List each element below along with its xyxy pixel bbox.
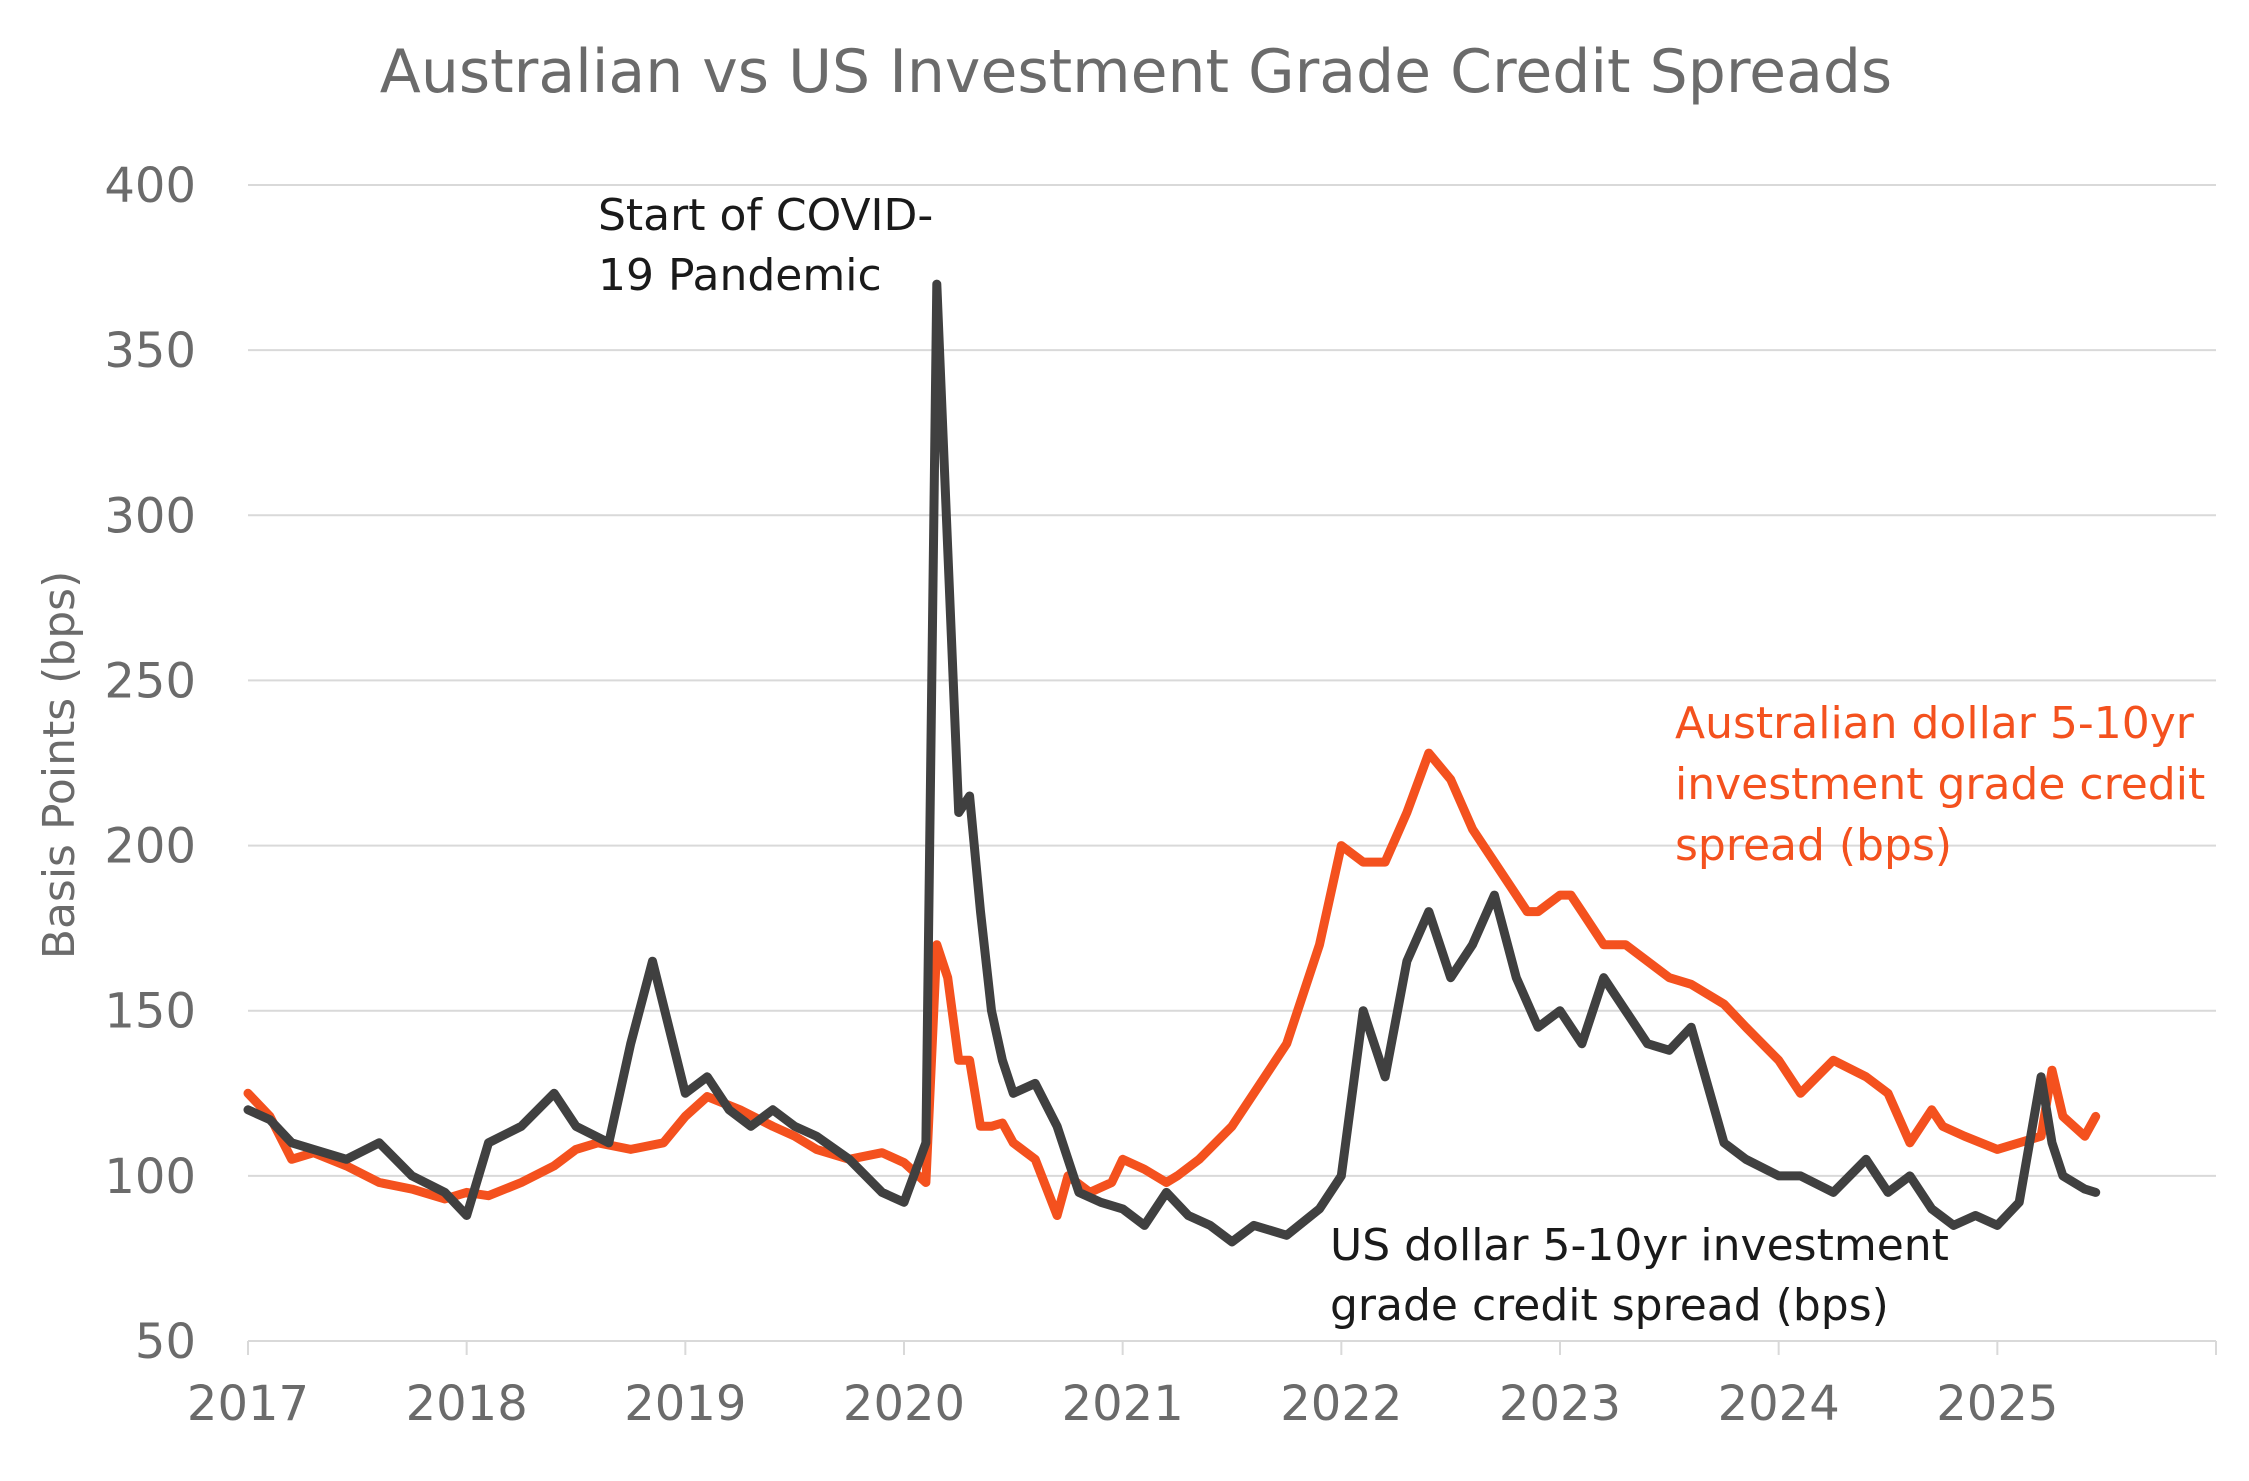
series-lines [243,279,2101,1247]
x-tick-label-2022: 2022 [1280,1376,1402,1432]
y-tick-label-400: 400 [104,158,196,214]
x-axis-ticks: 2017 2018 2019 2020 2021 2022 2023 2024 2025 [187,1376,2058,1432]
y-tick-label-100: 100 [104,1149,196,1205]
aud-series-label-line-1: Australian dollar 5-10yr [1675,698,2195,749]
y-axis-label: Basis Points (bps) [34,571,85,959]
aud-series-label-line-3: spread (bps) [1675,820,1952,871]
y-tick-label-200: 200 [104,819,196,875]
series-line-usd [243,279,2101,1247]
series-line-aud [243,748,2101,1220]
covid-annotation-line-2: 19 Pandemic [598,250,882,301]
x-tick-label-2017: 2017 [187,1376,309,1432]
usd-series-label-line-2: grade credit spread (bps) [1330,1280,1889,1331]
x-tick-label-2024: 2024 [1718,1376,1840,1432]
x-tick-label-2023: 2023 [1499,1376,1621,1432]
x-tick-label-2021: 2021 [1062,1376,1184,1432]
x-axis [247,1340,2217,1355]
y-tick-label-250: 250 [104,653,196,709]
aud-series-label-line-2: investment grade credit [1675,759,2205,810]
annotations: Start of COVID- 19 Pandemic Australian dol… [598,190,2205,1331]
gridlines [248,184,2216,1177]
y-tick-label-50: 50 [135,1314,196,1370]
chart-title: Australian vs US Investment Grade Credit… [380,37,1892,107]
y-tick-label-300: 300 [104,488,196,544]
y-tick-label-350: 350 [104,323,196,379]
x-tick-label-2025: 2025 [1936,1376,2058,1432]
y-axis-ticks: 50 100 150 200 250 300 350 400 [104,158,196,1370]
usd-series-label-line-1: US dollar 5-10yr investment [1330,1220,1949,1271]
covid-annotation-line-1: Start of COVID- [598,190,933,241]
x-tick-label-2019: 2019 [624,1376,746,1432]
x-tick-label-2020: 2020 [843,1376,965,1432]
y-tick-label-150: 150 [104,984,196,1040]
x-tick-label-2018: 2018 [406,1376,528,1432]
